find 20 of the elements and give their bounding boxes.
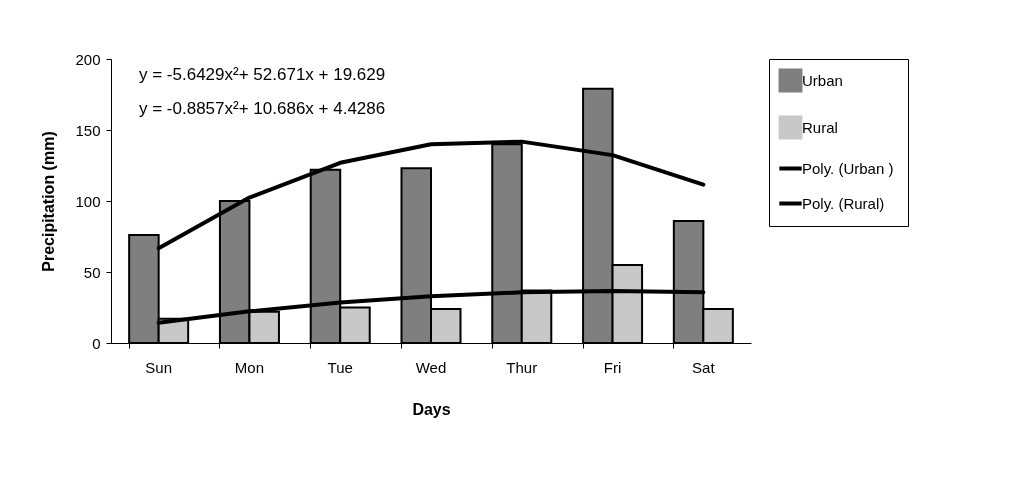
legend-label: Urban bbox=[802, 71, 843, 89]
x-tick-label: Sun bbox=[145, 358, 173, 376]
y-tick-label: 50 bbox=[83, 263, 101, 281]
x-tick-label: Wed bbox=[415, 358, 447, 376]
x-tick-label: Sat bbox=[692, 358, 716, 376]
annotation: y = -5.6429x²+ 52.671x + 19.629 bbox=[139, 65, 386, 84]
y-axis-title: Precipitation (mm) bbox=[40, 131, 58, 272]
y-tick-label: 100 bbox=[75, 192, 101, 210]
legend-label: Poly. (Rural) bbox=[802, 194, 885, 212]
legend-label: Rural bbox=[802, 118, 838, 136]
y-tick-label: 150 bbox=[75, 121, 101, 139]
legend-label: Poly. (Urban ) bbox=[802, 159, 894, 177]
y-tick-label: 0 bbox=[92, 334, 101, 352]
x-tick-label: Thur bbox=[506, 358, 538, 376]
x-axis-title: Days bbox=[412, 400, 451, 418]
x-tick-label: Tue bbox=[327, 358, 353, 376]
y-tick-label: 200 bbox=[75, 50, 101, 68]
x-tick-label: Mon bbox=[234, 358, 265, 376]
annotation: y = -0.8857x²+ 10.686x + 4.4286 bbox=[139, 99, 386, 118]
x-tick-label: Fri bbox=[603, 358, 622, 376]
